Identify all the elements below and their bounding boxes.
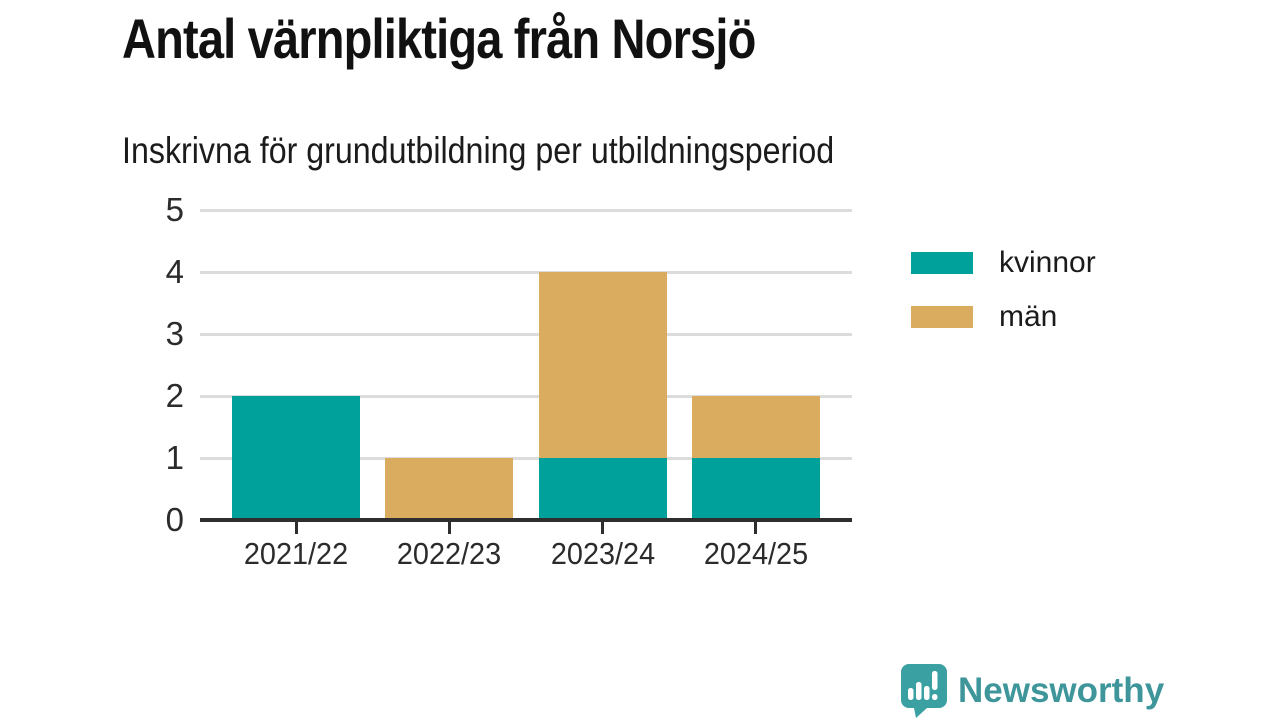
newsworthy-bubble-icon — [901, 664, 947, 718]
x-tick — [294, 522, 298, 534]
y-tick-label: 2 — [165, 377, 184, 414]
gridline — [200, 271, 852, 274]
bar-segment-kvinnor-2024/25 — [691, 458, 820, 520]
plot-area: 0 1 2 3 4 5 2021/22 2022/23 2023/24 2024/25 — [166, 193, 852, 571]
x-tick-label: 2024/25 — [703, 536, 808, 571]
x-tick — [447, 522, 451, 534]
legend-item-man: män — [911, 302, 1096, 332]
chart-title: Antal värnpliktiga från Norsjö — [122, 7, 756, 70]
x-tick — [754, 522, 758, 534]
newsworthy-logo-text: Newsworthy — [958, 670, 1165, 710]
x-tick-label: 2022/23 — [397, 536, 502, 571]
gridline — [200, 209, 852, 212]
bar-segment-män-2024/25 — [691, 396, 820, 458]
legend-swatch-man — [911, 306, 973, 328]
x-tick — [601, 522, 604, 534]
legend-label-kvinnor: kvinnor — [999, 246, 1096, 279]
chart-subtitle: Inskrivna för grundutbildning per utbild… — [122, 130, 835, 171]
bar-segment-män-2023/24 — [538, 272, 667, 458]
legend-swatch-kvinnor — [911, 252, 973, 274]
x-tick-label: 2023/24 — [550, 536, 655, 571]
newsworthy-logo: Newsworthy — [897, 662, 1164, 719]
y-tick-label: 4 — [165, 253, 184, 290]
gridline — [200, 395, 852, 398]
gridline — [200, 457, 852, 460]
x-axis-line — [200, 518, 852, 522]
legend-label-man: män — [999, 300, 1058, 333]
legend: kvinnor män — [911, 248, 1096, 356]
y-tick-label: 1 — [165, 439, 184, 476]
x-tick-label: 2021/22 — [243, 536, 349, 571]
bar-segment-kvinnor-2021/22 — [232, 396, 360, 520]
bar-segment-män-2022/23 — [385, 458, 514, 520]
legend-item-kvinnor: kvinnor — [911, 248, 1096, 278]
y-tick-label: 5 — [165, 191, 184, 228]
y-tick-label: 3 — [165, 315, 184, 352]
bar-segment-kvinnor-2023/24 — [538, 458, 667, 520]
gridline — [200, 333, 852, 336]
y-tick-label: 0 — [165, 501, 184, 538]
